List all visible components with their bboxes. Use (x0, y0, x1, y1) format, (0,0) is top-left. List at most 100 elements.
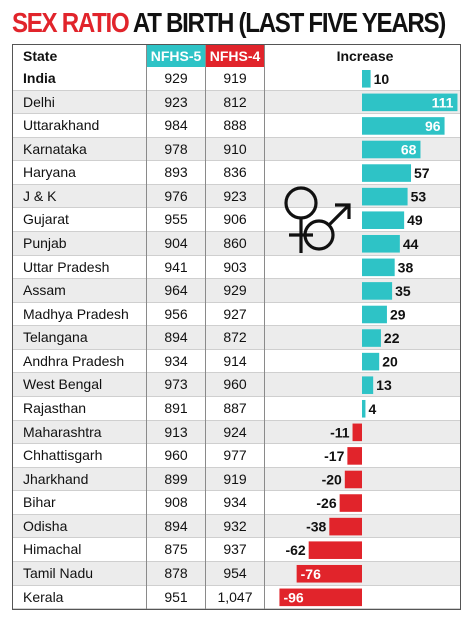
nfhs5-value: 956 (164, 305, 188, 322)
state-name: Bihar (23, 494, 56, 511)
nfhs5-value: 891 (164, 399, 188, 416)
nfhs4-value: 903 (223, 258, 247, 275)
nfhs5-value: 984 (164, 117, 188, 134)
row-divider (13, 419, 460, 421)
state-name: Odisha (23, 517, 68, 534)
increase-label: 4 (368, 401, 376, 417)
nfhs5-value: 913 (164, 423, 188, 440)
column-divider (264, 45, 265, 609)
row-divider (13, 183, 460, 185)
increase-label: 49 (407, 212, 423, 228)
nfhs5-value: 951 (164, 588, 188, 605)
row-divider (13, 513, 460, 515)
increase-label: 10 (374, 71, 390, 87)
row-divider (13, 230, 460, 232)
table-row: Chhattisgarh 960 977 (13, 444, 460, 468)
increase-label: 20 (382, 354, 398, 370)
nfhs5-value: 964 (164, 282, 188, 299)
row-divider (13, 372, 460, 374)
increase-label: 111 (432, 94, 454, 110)
state-name: Rajasthan (23, 399, 87, 416)
header-nfhs4: NFHS-4 (206, 45, 264, 67)
state-name: Punjab (23, 234, 67, 251)
row-divider (13, 537, 460, 539)
increase-bar (296, 564, 362, 583)
state-name: West Bengal (23, 376, 103, 393)
increase-bar (329, 517, 362, 536)
increase-bar-chart: 10 111 96 68 57 53 49 44 38 35 29 22 20 134 -11 -17 -20 -… (279, 70, 458, 607)
state-name: Chhattisgarh (23, 447, 103, 464)
nfhs4-value: 919 (223, 470, 247, 487)
nfhs5-value: 878 (164, 564, 188, 581)
increase-bar (362, 258, 395, 277)
table-row: Rajasthan 891 887 (13, 397, 460, 421)
row-divider (13, 136, 460, 138)
nfhs4-value: 910 (223, 140, 247, 157)
state-name: Madhya Pradesh (23, 305, 129, 322)
increase-bar (362, 234, 400, 253)
increase-label: -11 (330, 424, 350, 440)
row-divider (13, 584, 460, 586)
nfhs4-value: 906 (223, 211, 247, 228)
increase-bar (347, 447, 362, 465)
row-divider (13, 395, 460, 397)
nfhs4-value: 888 (223, 117, 247, 134)
increase-bar (362, 282, 393, 300)
nfhs4-value: 934 (223, 494, 247, 511)
nfhs5-value: 934 (164, 352, 188, 369)
increase-label: 68 (401, 141, 417, 157)
nfhs5-value: 894 (164, 517, 188, 534)
row-divider (13, 160, 460, 162)
row-divider (13, 254, 460, 256)
nfhs5-value: 955 (164, 211, 188, 228)
table-row: Assam 964 929 (13, 279, 460, 303)
table-row: Madhya Pradesh 956 927 (13, 303, 460, 327)
increase-label: -26 (316, 495, 336, 511)
increase-label: -38 (306, 519, 326, 535)
increase-label: -62 (285, 542, 305, 558)
increase-label: 29 (390, 306, 406, 322)
increase-label: 53 (411, 189, 427, 205)
state-name: Andhra Pradesh (23, 352, 125, 369)
column-divider (146, 45, 147, 609)
sex-ratio-table: State NFHS-5 NFHS-4 Increase India 929 919… (12, 44, 461, 610)
increase-label: -20 (322, 471, 342, 487)
increase-label: 22 (384, 330, 400, 346)
nfhs5-value: 904 (164, 234, 188, 251)
nfhs5-value: 875 (164, 541, 188, 558)
header-state: State (23, 48, 58, 64)
nfhs5-value: 960 (164, 447, 188, 464)
increase-bar (362, 187, 408, 206)
increase-bar (362, 399, 366, 418)
increase-bar (362, 140, 421, 159)
increase-bar (308, 541, 362, 559)
row-divider (13, 89, 460, 91)
state-name: Jharkhand (23, 470, 89, 487)
increase-bar (362, 211, 405, 229)
increase-bar (362, 164, 412, 182)
increase-bar (339, 494, 362, 512)
increase-bar (362, 70, 371, 88)
row-divider (13, 301, 460, 303)
nfhs5-value: 908 (164, 494, 188, 511)
state-name: Kerala (23, 588, 64, 605)
table-row: India 929 919 (13, 67, 460, 91)
nfhs4-value: 932 (223, 517, 247, 534)
state-name: Himachal (23, 541, 82, 558)
state-name: Delhi (23, 93, 55, 110)
nfhs4-value: 1,047 (217, 588, 253, 605)
state-name: India (23, 70, 56, 86)
increase-bar (362, 93, 458, 112)
state-name: Karnataka (23, 140, 87, 157)
nfhs5-value: 894 (164, 329, 188, 346)
nfhs5-value: 893 (164, 164, 188, 181)
nfhs4-value: 887 (223, 399, 247, 416)
nfhs5-value: 973 (164, 376, 188, 393)
state-name: Tamil Nadu (23, 564, 94, 581)
state-name: Assam (23, 282, 66, 299)
table-row: J & K 976 923 (13, 184, 460, 209)
nfhs4-value: 836 (223, 164, 247, 181)
nfhs4-value: 872 (223, 329, 247, 346)
state-name: J & K (23, 187, 57, 204)
column-divider (205, 45, 206, 609)
